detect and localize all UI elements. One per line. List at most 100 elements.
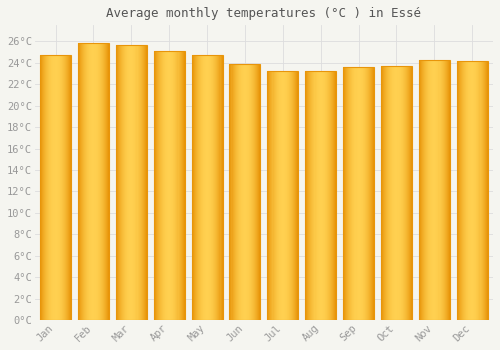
Bar bbox=[470, 61, 471, 320]
Bar bbox=[325, 71, 326, 320]
Bar bbox=[69, 55, 70, 320]
Bar bbox=[389, 66, 390, 320]
Bar bbox=[118, 44, 119, 320]
Bar bbox=[400, 66, 402, 320]
Bar bbox=[335, 71, 336, 320]
Bar bbox=[163, 51, 164, 320]
Bar bbox=[368, 67, 369, 320]
Bar bbox=[160, 51, 161, 320]
Bar bbox=[203, 55, 204, 320]
Bar bbox=[384, 66, 385, 320]
Bar bbox=[50, 55, 51, 320]
Bar bbox=[281, 71, 282, 320]
Bar bbox=[124, 44, 125, 320]
Bar bbox=[103, 43, 104, 320]
Bar bbox=[194, 55, 196, 320]
Bar bbox=[371, 67, 372, 320]
Bar bbox=[159, 51, 160, 320]
Bar bbox=[478, 61, 480, 320]
Bar bbox=[385, 66, 386, 320]
Bar bbox=[332, 71, 333, 320]
Bar bbox=[449, 60, 450, 320]
Bar bbox=[322, 71, 323, 320]
Bar bbox=[423, 60, 424, 320]
Bar bbox=[310, 71, 312, 320]
Title: Average monthly temperatures (°C ) in Essé: Average monthly temperatures (°C ) in Es… bbox=[106, 7, 422, 20]
Bar bbox=[85, 43, 86, 320]
Bar bbox=[211, 55, 212, 320]
Bar bbox=[65, 55, 66, 320]
Bar bbox=[406, 66, 407, 320]
Bar bbox=[444, 60, 446, 320]
Bar bbox=[424, 60, 425, 320]
Bar bbox=[84, 43, 85, 320]
Bar bbox=[327, 71, 328, 320]
Bar bbox=[88, 43, 90, 320]
Bar bbox=[372, 67, 373, 320]
Bar bbox=[252, 64, 253, 320]
Bar bbox=[87, 43, 88, 320]
Bar bbox=[46, 55, 48, 320]
Bar bbox=[426, 60, 427, 320]
Bar bbox=[323, 71, 324, 320]
Bar bbox=[42, 55, 43, 320]
Bar bbox=[126, 44, 127, 320]
Bar bbox=[447, 60, 448, 320]
Bar bbox=[214, 55, 216, 320]
Bar bbox=[467, 61, 468, 320]
Bar bbox=[58, 55, 59, 320]
Bar bbox=[278, 71, 280, 320]
Bar bbox=[202, 55, 203, 320]
Bar bbox=[394, 66, 396, 320]
Bar bbox=[164, 51, 165, 320]
Bar bbox=[429, 60, 430, 320]
Bar bbox=[157, 51, 158, 320]
Bar bbox=[287, 71, 288, 320]
Bar bbox=[178, 51, 180, 320]
Bar bbox=[386, 66, 387, 320]
Bar bbox=[234, 64, 236, 320]
Bar bbox=[81, 43, 82, 320]
Bar bbox=[334, 71, 335, 320]
Bar bbox=[169, 51, 170, 320]
Bar bbox=[387, 66, 388, 320]
Bar bbox=[158, 51, 159, 320]
Bar bbox=[119, 44, 120, 320]
Bar bbox=[134, 44, 136, 320]
Bar bbox=[331, 71, 332, 320]
Bar bbox=[358, 67, 360, 320]
Bar bbox=[367, 67, 368, 320]
Bar bbox=[476, 61, 478, 320]
Bar bbox=[462, 61, 463, 320]
Bar bbox=[306, 71, 307, 320]
Bar bbox=[70, 55, 71, 320]
Bar bbox=[350, 67, 352, 320]
Bar bbox=[480, 61, 482, 320]
Bar bbox=[293, 71, 294, 320]
Bar bbox=[272, 71, 274, 320]
Bar bbox=[482, 61, 484, 320]
Bar bbox=[108, 43, 109, 320]
Bar bbox=[250, 64, 251, 320]
Bar bbox=[419, 60, 450, 320]
Bar bbox=[369, 67, 370, 320]
Bar bbox=[356, 67, 358, 320]
Bar bbox=[347, 67, 348, 320]
Bar bbox=[54, 55, 56, 320]
Bar bbox=[242, 64, 243, 320]
Bar bbox=[383, 66, 384, 320]
Bar bbox=[312, 71, 314, 320]
Bar bbox=[381, 66, 382, 320]
Bar bbox=[212, 55, 214, 320]
Bar bbox=[284, 71, 285, 320]
Bar bbox=[343, 67, 374, 320]
Bar bbox=[282, 71, 283, 320]
Bar bbox=[469, 61, 470, 320]
Bar bbox=[354, 67, 356, 320]
Bar bbox=[440, 60, 442, 320]
Bar bbox=[420, 60, 421, 320]
Bar bbox=[138, 44, 140, 320]
Bar bbox=[180, 51, 182, 320]
Bar bbox=[408, 66, 409, 320]
Bar bbox=[330, 71, 331, 320]
